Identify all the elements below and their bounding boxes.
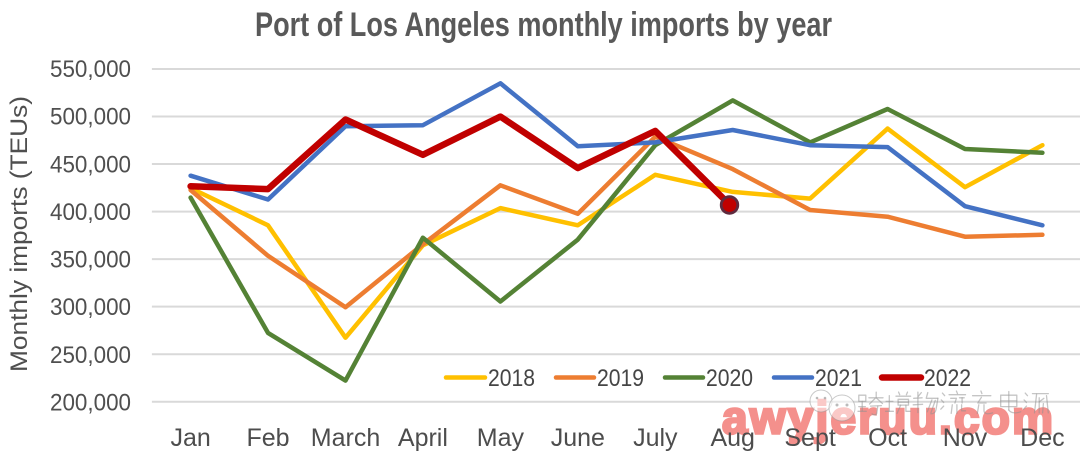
svg-text:April: April [398,424,448,452]
svg-text:awyjeruu.com: awyjeruu.com [722,392,1055,444]
svg-text:June: June [551,424,605,452]
svg-text:Aug: Aug [710,424,754,452]
svg-text:July: July [633,424,678,452]
svg-text:2022: 2022 [924,365,971,392]
svg-text:500,000: 500,000 [50,104,131,131]
svg-text:March: March [311,424,380,452]
svg-text:450,000: 450,000 [50,151,131,178]
svg-text:Dec: Dec [1020,424,1064,452]
svg-text:May: May [477,424,525,452]
svg-text:Feb: Feb [246,424,289,452]
svg-text:200,000: 200,000 [50,390,131,417]
svg-text:2020: 2020 [706,365,753,392]
svg-text:2018: 2018 [488,365,535,392]
svg-text:Sept: Sept [784,424,835,452]
svg-text:Port of Los Angeles monthly im: Port of Los Angeles monthly imports by y… [255,6,832,44]
svg-text:2021: 2021 [815,365,862,392]
svg-text:250,000: 250,000 [50,342,131,369]
svg-text:Jan: Jan [170,424,210,452]
svg-text:Oct: Oct [868,424,907,452]
svg-text:350,000: 350,000 [50,247,131,274]
svg-text:300,000: 300,000 [50,294,131,321]
svg-text:550,000: 550,000 [50,56,131,83]
svg-text:2019: 2019 [597,365,644,392]
svg-text:Monthly imports (TEUs): Monthly imports (TEUs) [6,96,33,372]
svg-text:Nov: Nov [943,424,988,452]
svg-text:400,000: 400,000 [50,199,131,226]
